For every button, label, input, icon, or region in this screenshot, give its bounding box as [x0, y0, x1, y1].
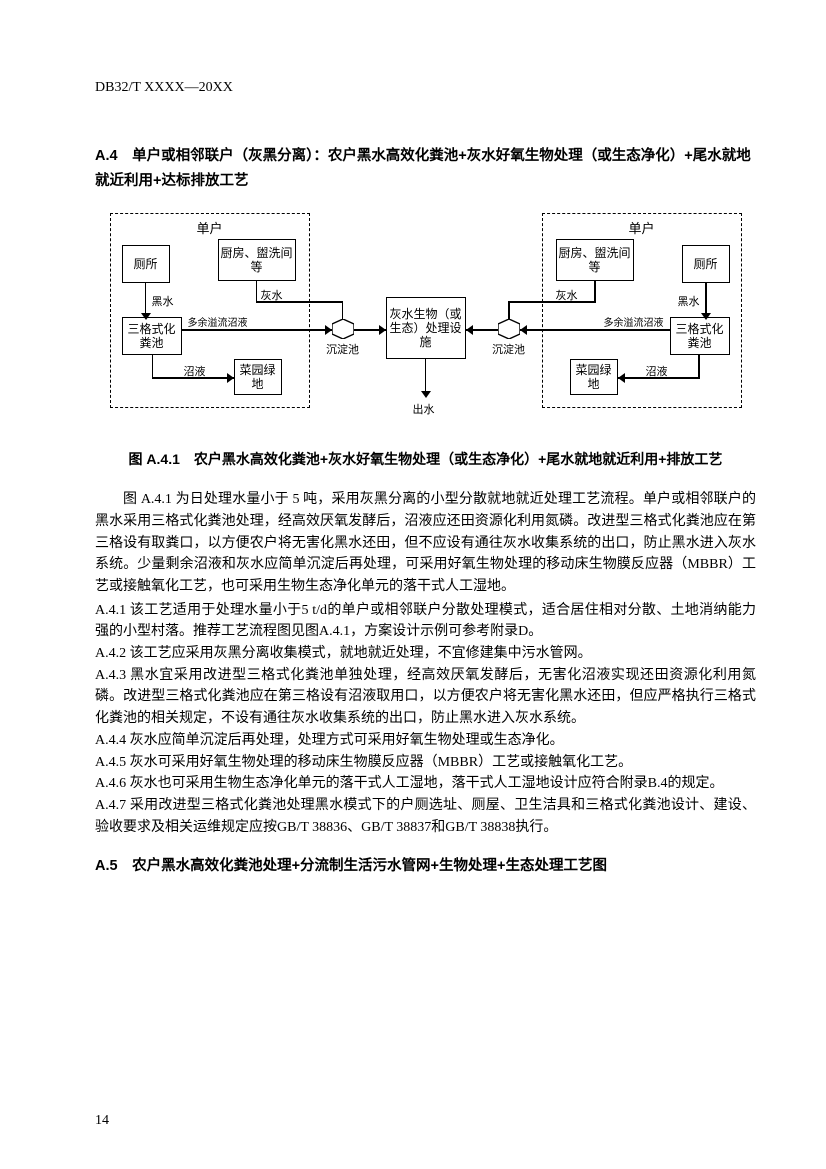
arrowhead-6	[520, 325, 527, 335]
sediment-label-left: 沉淀池	[321, 341, 365, 357]
garden-left: 菜园绿地	[234, 359, 282, 395]
household-right-label: 单户	[628, 218, 654, 237]
item-a43: A.4.3 黑水宜采用改进型三格式化粪池单独处理，经高效厌氧发酵后，无害化沼液实…	[95, 665, 756, 730]
edge-toilet-septic-l	[145, 283, 147, 317]
hexagon-right	[498, 319, 520, 339]
septic-left: 三格式化粪池	[122, 317, 182, 355]
toilet-right: 厕所	[682, 245, 730, 283]
kitchen-right: 厨房、盥洗间等	[556, 239, 634, 281]
section-a5-title: A.5 农户黑水高效化粪池处理+分流制生活污水管网+生物处理+生态处理工艺图	[95, 854, 756, 875]
kitchen-left: 厨房、盥洗间等	[218, 239, 296, 281]
edge-kitchen-hex-r-h	[509, 301, 596, 303]
document-header: DB32/T XXXX—20XX	[95, 80, 756, 96]
arrowhead-9	[421, 391, 431, 398]
edge-kitchen-hex-r-v2	[508, 301, 510, 319]
edge-kitchen-hex-l-v2	[342, 301, 344, 319]
edge-septic-garden-l-v	[152, 355, 154, 377]
arrowhead-1	[141, 313, 151, 320]
item-a46: A.4.6 灰水也可采用生物生态净化单元的落干式人工湿地，落干式人工湿地设计应符…	[95, 773, 756, 795]
label-graywater-r: 灰水	[556, 287, 578, 303]
label-biogas-r: 沼液	[646, 363, 668, 379]
arrowhead-4	[227, 373, 234, 383]
arrowhead-5	[701, 313, 711, 320]
toilet-left: 厕所	[122, 245, 170, 283]
edge-septic-hex-l	[182, 329, 332, 331]
label-blackwater-l: 黑水	[152, 293, 174, 309]
septic-right: 三格式化粪池	[670, 317, 730, 355]
figure-caption: 图 A.4.1 农户黑水高效化粪池+灰水好氧生物处理（或生态净化）+尾水就地就近…	[95, 449, 756, 469]
label-blackwater-r: 黑水	[678, 293, 700, 309]
edge-septic-garden-r-v	[698, 355, 700, 377]
household-left-label: 单户	[196, 218, 222, 237]
page-number: 14	[95, 1113, 109, 1129]
sediment-label-right: 沉淀池	[487, 341, 531, 357]
label-biogas-l: 沼液	[184, 363, 206, 379]
label-overflow-l: 多余溢流沼液	[188, 314, 248, 329]
label-outlet: 出水	[413, 401, 435, 417]
edge-kitchen-hex-r-v	[594, 281, 596, 301]
edge-septic-hex-r	[520, 329, 670, 331]
edge-outlet	[425, 359, 427, 395]
flowchart-diagram: 单户 单户 厕所 厨房、盥洗间等 三格式化粪池 菜园绿地 厕所 厨房、盥洗间等 …	[106, 213, 746, 423]
label-graywater-l: 灰水	[261, 287, 283, 303]
item-a41: A.4.1 该工艺适用于处理水量小于5 t/d的单户或相邻联户分散处理模式，适合…	[95, 600, 756, 643]
item-a47: A.4.7 采用改进型三格式化粪池处理黑水模式下的户厕选址、厕屋、卫生洁具和三格…	[95, 795, 756, 838]
item-a42: A.4.2 该工艺应采用灰黑分离收集模式，就地就近处理，不宜修建集中污水管网。	[95, 643, 756, 665]
arrowhead-8	[618, 373, 625, 383]
item-a45: A.4.5 灰水可采用好氧生物处理的移动床生物膜反应器（MBBR）工艺或接触氧化…	[95, 752, 756, 774]
central-processor: 灰水生物（或生态）处理设施	[386, 297, 466, 359]
arrowhead-3	[379, 325, 386, 335]
section-a4-title: A.4 单户或相邻联户（灰黑分离）：农户黑水高效化粪池+灰水好氧生物处理（或生态…	[95, 144, 756, 193]
garden-right: 菜园绿地	[570, 359, 618, 395]
arrowhead-7	[466, 325, 473, 335]
hexagon-left	[332, 319, 354, 339]
item-a44: A.4.4 灰水应简单沉淀后再处理，处理方式可采用好氧生物处理或生态净化。	[95, 730, 756, 752]
intro-paragraph: 图 A.4.1 为日处理水量小于 5 吨，采用灰黑分离的小型分散就地就近处理工艺…	[95, 489, 756, 597]
label-overflow-r: 多余溢流沼液	[604, 314, 664, 329]
edge-kitchen-hex-l-v	[256, 281, 258, 301]
arrowhead-2	[325, 325, 332, 335]
edge-toilet-septic-r	[705, 283, 707, 317]
